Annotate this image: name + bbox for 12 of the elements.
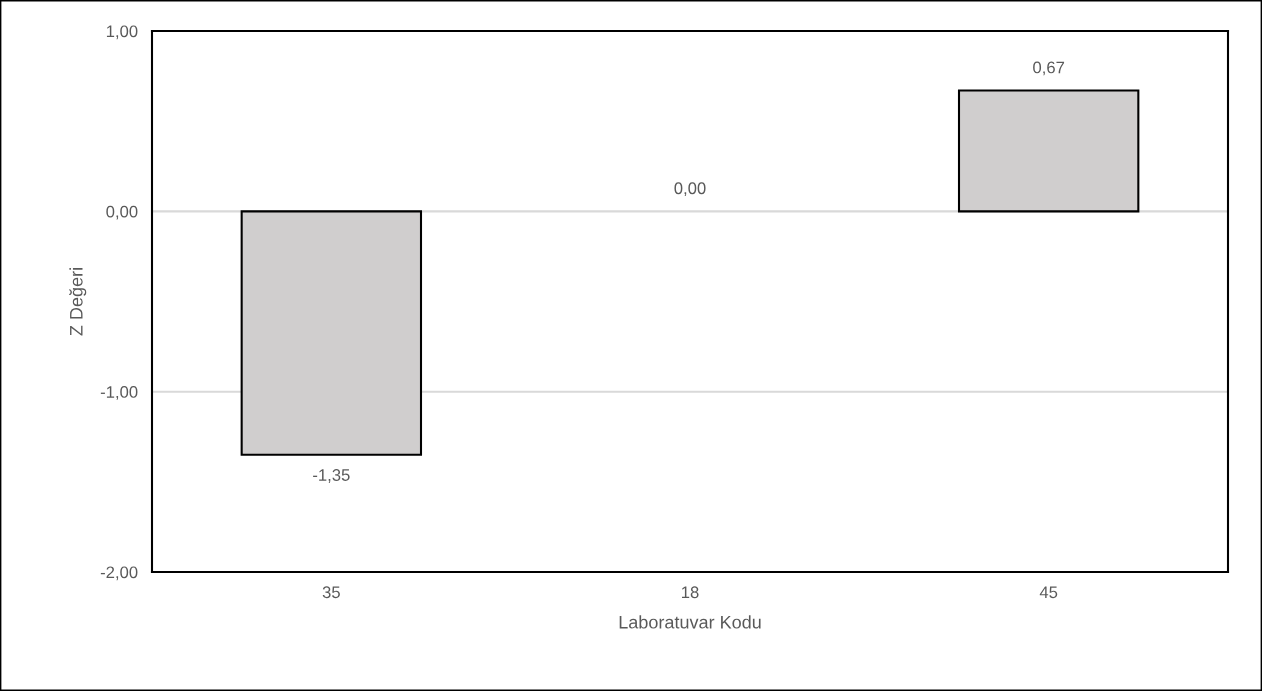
x-axis-title: Laboratuvar Kodu xyxy=(619,615,761,629)
y-tick-label: -1,00 xyxy=(100,386,138,400)
y-tick-label: -2,00 xyxy=(100,566,138,581)
y-tick-label: 0,00 xyxy=(106,205,138,220)
x-tick-label: 45 xyxy=(1039,586,1058,599)
x-tick-label: 18 xyxy=(682,586,699,599)
data-label: 0,67 xyxy=(1033,61,1065,76)
y-tick-label: 1,00 xyxy=(106,25,138,40)
data-label: -1,35 xyxy=(313,469,350,483)
data-label: 0,00 xyxy=(674,182,706,197)
y-axis-title: Z Değeri xyxy=(69,268,87,336)
x-tick-label: 35 xyxy=(322,586,340,599)
